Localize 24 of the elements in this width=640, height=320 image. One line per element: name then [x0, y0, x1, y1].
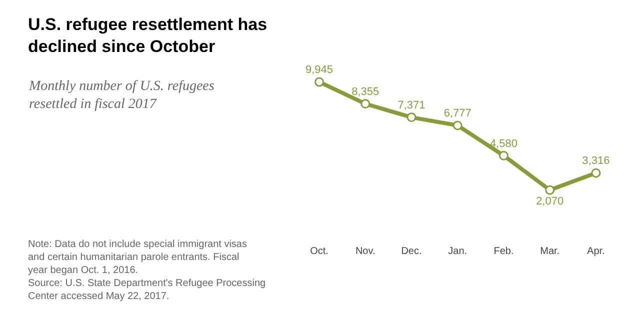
data-label: 2,070 [536, 195, 564, 208]
x-tick-label: Feb. [494, 246, 514, 258]
text: Monthly number of U.S. refugees resettled in fiscal 2017 [28, 79, 215, 112]
point [406, 112, 416, 122]
point [314, 77, 324, 87]
point [452, 120, 462, 130]
data-label: 8,355 [352, 86, 380, 98]
text: Note: Data do not include special immigrant visas and certain humanitarian parole entrants. Fiscal year began Oct. 1, 2016. Source: U.S. State Department's Refugee Processing Center accessed May 22, 2017. [28, 239, 266, 302]
x-tick-label: Jan. [448, 246, 468, 258]
text: U.S. refugee resettlement has declined since October [28, 15, 268, 56]
point [360, 99, 370, 109]
point [545, 185, 555, 195]
data-label: 4,580 [490, 138, 518, 150]
data-label: 3,316 [582, 155, 610, 168]
x-tick-label: Mar. [540, 246, 560, 258]
x-tick-label: Apr. [587, 246, 605, 258]
data-label: 7,371 [398, 100, 426, 112]
data-label: 9,945 [305, 64, 334, 76]
x-tick-label: Dec. [401, 246, 422, 258]
data-label: 6,777 [444, 108, 472, 120]
point [591, 168, 601, 178]
x-tick-label: Nov. [355, 246, 376, 258]
x-tick-label: Oct. [310, 246, 328, 258]
point [498, 150, 508, 160]
